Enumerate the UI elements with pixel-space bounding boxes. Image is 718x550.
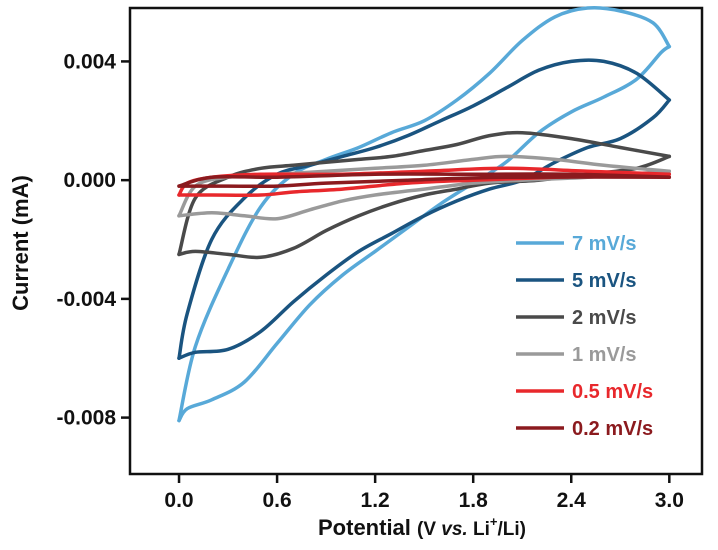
plot-frame (128, 6, 704, 476)
series-line-cathodic (177, 172, 672, 188)
legend-item: 5 mV/s (516, 270, 636, 292)
x-tick-label: 1.8 (459, 489, 489, 512)
x-tick-label: 0.6 (262, 489, 291, 512)
x-tick-label: 2.4 (557, 489, 587, 512)
legend-label: 7 mV/s (572, 233, 636, 255)
legend-label: 1 mV/s (572, 344, 636, 366)
y-tick-label: 0.004 (63, 50, 116, 73)
legend-item: 0.2 mV/s (516, 418, 653, 440)
x-axis-title: Potential (V vs. Li+/Li) (318, 514, 526, 540)
y-tick-label: -0.008 (56, 407, 116, 430)
legend-item: 1 mV/s (516, 344, 636, 366)
legend-label: 0.5 mV/s (572, 381, 653, 403)
series-5 (177, 172, 672, 189)
y-axis-title: Current (mA) (8, 175, 33, 311)
x-tick-label: 3.0 (655, 489, 684, 512)
legend-item: 0.5 mV/s (516, 381, 653, 403)
series-line-anodic (177, 175, 672, 189)
series-line-cathodic (177, 5, 672, 423)
legend-label: 0.2 mV/s (572, 418, 653, 440)
y-tick-label: -0.004 (56, 288, 116, 311)
y-tick-label: 0.000 (63, 169, 116, 192)
legend-label: 2 mV/s (572, 307, 636, 329)
series-line-cathodic (177, 58, 672, 360)
x-tick-label: 0.0 (164, 489, 193, 512)
legend-item: 7 mV/s (516, 233, 636, 255)
legend-label: 5 mV/s (572, 270, 636, 292)
legend-item: 2 mV/s (516, 307, 636, 329)
x-tick-label: 1.2 (361, 489, 390, 512)
